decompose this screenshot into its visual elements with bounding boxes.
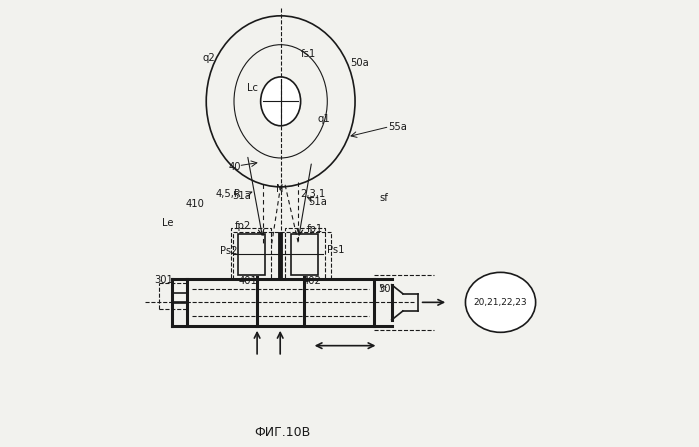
Bar xyxy=(285,228,325,279)
Text: q2: q2 xyxy=(202,53,215,63)
Text: 30: 30 xyxy=(378,284,391,294)
Bar xyxy=(187,279,374,326)
Text: 40: 40 xyxy=(228,162,240,172)
Text: Lc: Lc xyxy=(247,83,258,93)
Ellipse shape xyxy=(466,272,535,332)
Bar xyxy=(231,228,271,279)
Text: 4,5,R: 4,5,R xyxy=(216,189,242,199)
Bar xyxy=(291,234,319,274)
Text: 51a: 51a xyxy=(233,191,252,201)
Bar xyxy=(238,234,265,274)
Text: 20,21,22,23: 20,21,22,23 xyxy=(474,298,527,307)
Text: sf: sf xyxy=(380,193,389,203)
Text: Le: Le xyxy=(162,218,173,228)
Text: 50a: 50a xyxy=(350,58,368,67)
Text: q1: q1 xyxy=(318,114,331,124)
Text: fs1: fs1 xyxy=(301,49,316,59)
Text: ФИГ.10В: ФИГ.10В xyxy=(254,426,311,439)
Text: N: N xyxy=(276,184,284,194)
Text: 402: 402 xyxy=(302,276,321,286)
Text: 55a: 55a xyxy=(388,122,407,132)
Text: 2,3,1: 2,3,1 xyxy=(301,189,326,199)
Text: 410: 410 xyxy=(186,199,205,209)
Text: Ps2: Ps2 xyxy=(220,246,238,257)
Text: fp2: fp2 xyxy=(235,221,251,231)
Ellipse shape xyxy=(261,77,301,126)
Text: fp1: fp1 xyxy=(307,224,323,234)
Text: Ps1: Ps1 xyxy=(326,245,344,255)
Text: 301: 301 xyxy=(154,275,173,285)
Text: 51a: 51a xyxy=(308,197,327,207)
Text: 401: 401 xyxy=(239,276,258,286)
